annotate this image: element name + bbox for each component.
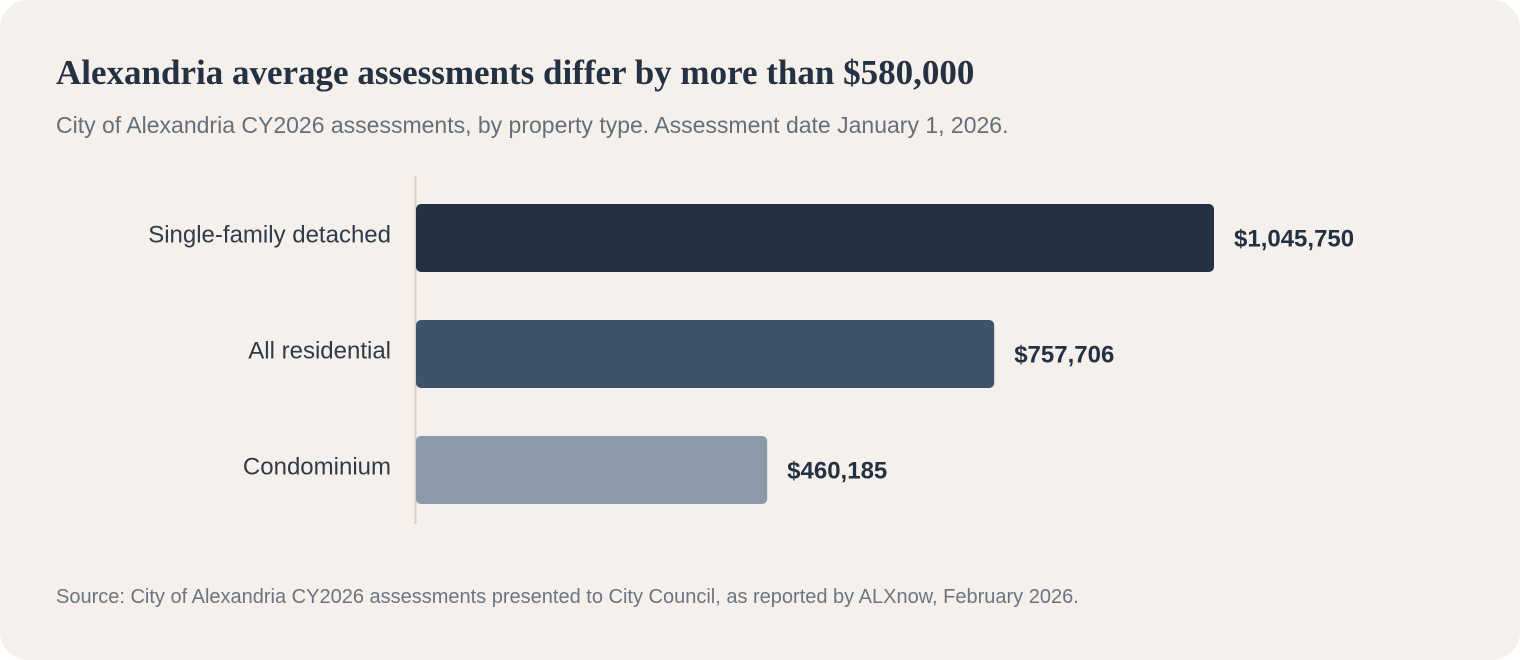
bars-group: Single-family detached $1,045,750 All resi… — [148, 204, 1354, 504]
category-label: Condominium — [243, 453, 391, 480]
bar — [416, 320, 995, 388]
source-note: Source: City of Alexandria CY2026 assess… — [56, 586, 1079, 608]
bar — [416, 436, 768, 504]
value-label: $460,185 — [787, 457, 887, 484]
value-label: $757,706 — [1014, 341, 1114, 368]
bar-chart: Single-family detached $1,045,750 All resi… — [148, 176, 1354, 524]
bar — [416, 204, 1214, 272]
chart-title: Alexandria average assessments differ by… — [56, 53, 975, 92]
category-label: Single-family detached — [148, 221, 391, 248]
chart-subtitle: City of Alexandria CY2026 assessments, b… — [56, 112, 1009, 138]
category-label: All residential — [248, 337, 391, 364]
value-label: $1,045,750 — [1234, 225, 1354, 252]
